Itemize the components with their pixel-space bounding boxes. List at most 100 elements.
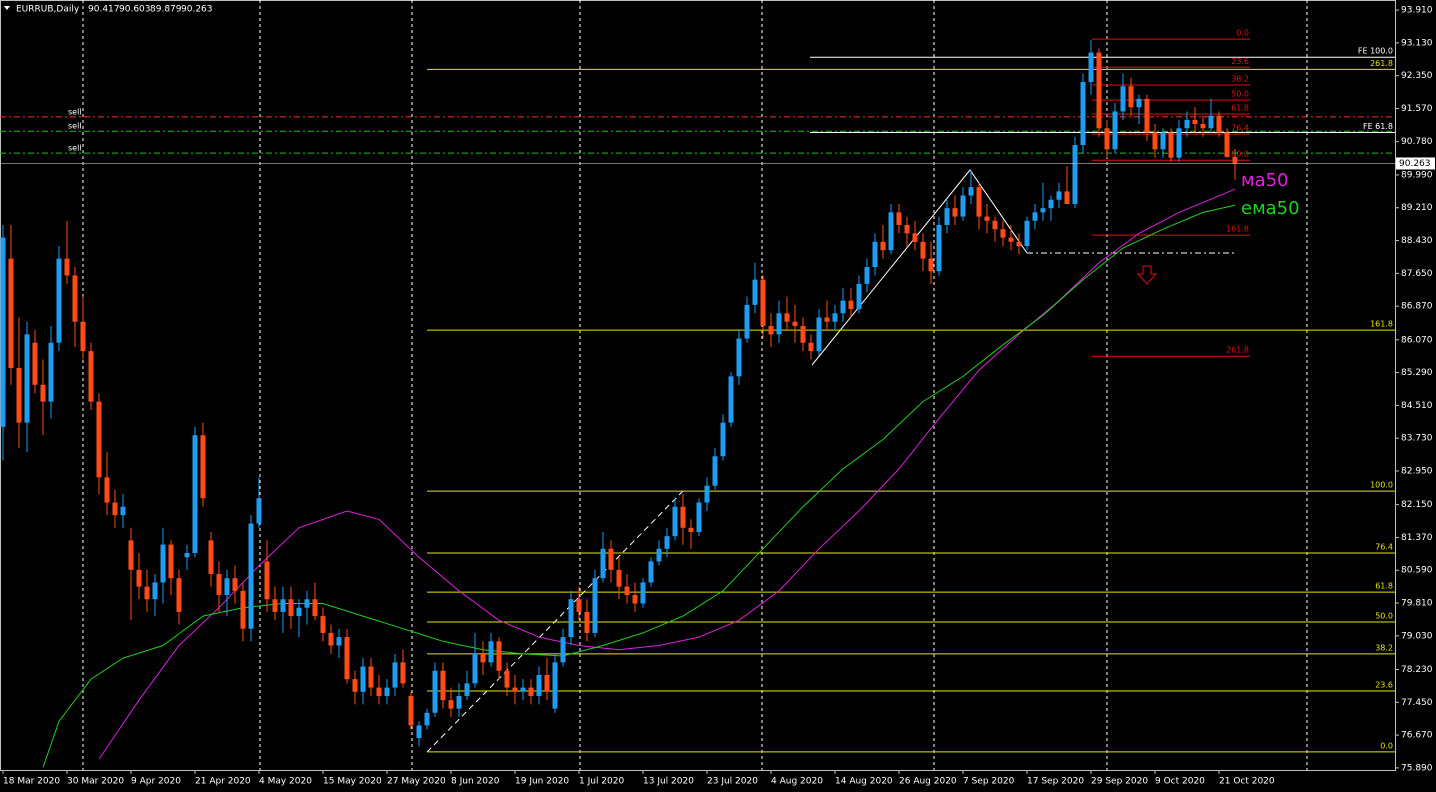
candle-body: [664, 536, 670, 549]
candle-body: [280, 599, 286, 612]
y-tick-label: 80.590: [1401, 566, 1433, 576]
candle-body: [1104, 128, 1110, 150]
x-tick-label: 9 Oct 2020: [1155, 777, 1205, 787]
candle-body: [168, 544, 174, 579]
candle-body: [656, 548, 662, 562]
candle-body: [720, 422, 726, 457]
y-tick-label: 90.780: [1401, 137, 1433, 147]
candle-body: [792, 321, 798, 326]
x-tick-label: 8 Jun 2020: [451, 777, 500, 787]
fe-label: FE 61.8: [1363, 122, 1393, 131]
y-tick-label: 86.070: [1401, 335, 1433, 345]
candle-body: [80, 321, 86, 352]
y-tick-label: 89.990: [1401, 170, 1433, 180]
fibo-expansion-label: 38.2: [1231, 74, 1249, 83]
candle-body: [1088, 52, 1094, 83]
candle-body: [360, 666, 366, 692]
header-close: 90.263: [181, 5, 213, 15]
x-tick-label: 15 May 2020: [323, 777, 382, 787]
candle-body: [400, 662, 406, 684]
header-high: 90.603: [119, 5, 151, 15]
x-tick-label: 1 Jul 2020: [579, 777, 624, 787]
candle-body: [1120, 86, 1126, 112]
candle-body: [1080, 82, 1086, 146]
order-label: sell: [68, 107, 82, 116]
candle-body: [88, 351, 94, 402]
y-tick-label: 78.230: [1401, 665, 1433, 675]
candle-body: [424, 712, 430, 726]
candle-body: [1128, 86, 1134, 108]
fibo-label: 161.8: [1370, 320, 1393, 329]
candle-body: [56, 258, 62, 343]
candle-body: [128, 540, 134, 570]
candle-body: [1200, 124, 1206, 129]
zigzag: [811, 169, 1028, 366]
candle-body: [880, 241, 886, 251]
candle-body: [464, 683, 470, 696]
candle-body: [336, 637, 342, 646]
y-tick-label: 79.810: [1401, 599, 1433, 609]
candle-body: [1016, 241, 1022, 247]
candle-body: [1176, 128, 1182, 158]
candle-body: [992, 220, 998, 230]
candle-body: [864, 267, 870, 284]
indicator-label: ема50: [1241, 198, 1300, 219]
y-tick-label: 86.870: [1401, 302, 1433, 312]
candle-body: [768, 325, 774, 335]
candle-body: [504, 670, 510, 688]
candle-body: [512, 687, 518, 692]
fibo-expansion-label: 61.8: [1231, 103, 1249, 112]
candle-body: [440, 670, 446, 701]
candle-body: [112, 502, 118, 516]
candle-body: [752, 279, 758, 305]
fibo-expansion-label: 76.4: [1231, 124, 1249, 133]
down-arrow: [1136, 265, 1158, 285]
fibo-label: 100.0: [1370, 481, 1393, 490]
indicator-line: [42, 204, 1236, 768]
y-tick-label: 82.950: [1401, 466, 1433, 476]
candle-body: [728, 376, 734, 423]
candle-body: [816, 317, 822, 352]
candle-body: [376, 687, 382, 696]
candle-body: [104, 477, 110, 503]
candle-body: [776, 313, 782, 335]
candle-body: [848, 300, 854, 310]
y-tick-label: 77.450: [1401, 698, 1433, 708]
candle-body: [936, 224, 942, 272]
candle-body: [1096, 52, 1102, 129]
candle-body: [416, 725, 422, 739]
candle-body: [1056, 191, 1062, 200]
candle-body: [1192, 119, 1198, 125]
candle-body: [576, 599, 582, 612]
symbol-title: EURRUB,Daily: [16, 5, 80, 15]
x-tick-label: 14 Aug 2020: [835, 777, 893, 787]
candle-body: [1040, 208, 1046, 213]
candle-body: [1216, 115, 1222, 133]
candle-body: [192, 435, 198, 554]
candle-body: [248, 523, 254, 629]
candle-body: [1168, 132, 1174, 158]
candle-body: [312, 599, 318, 617]
x-tick-label: 17 Sep 2020: [1027, 777, 1084, 787]
x-tick-label: 18 Mar 2020: [3, 777, 60, 787]
fibo-label: 261.8: [1370, 59, 1393, 68]
candle-body: [552, 662, 558, 709]
price-box: [1396, 157, 1435, 170]
candle-body: [616, 569, 622, 587]
candle-body: [904, 224, 910, 234]
candle-body: [584, 611, 590, 633]
candle-body: [832, 313, 838, 322]
x-tick-label: 23 Jul 2020: [707, 777, 758, 787]
candle-body: [408, 695, 414, 726]
candle-body: [448, 700, 454, 709]
candle-body: [456, 695, 462, 709]
indicator-label: ма50: [1241, 170, 1289, 191]
candle-body: [472, 653, 478, 684]
candle-body: [712, 456, 718, 486]
candle-body: [136, 569, 142, 587]
candle-body: [120, 506, 126, 516]
candle-body: [968, 187, 974, 196]
candle-body: [32, 342, 38, 385]
x-tick-label: 30 Mar 2020: [67, 777, 124, 787]
